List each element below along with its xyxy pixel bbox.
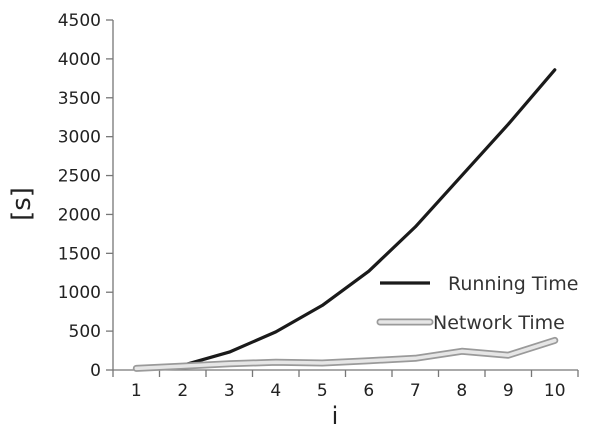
legend-label: Running Time	[448, 273, 578, 295]
y-axis-label: [s]	[7, 187, 37, 221]
y-axis-ticks: 0 500 1000 1500 2000 2500 3000 3500 4000 4500	[58, 11, 113, 381]
x-tick-label: 10	[544, 381, 566, 401]
x-axis-ticks: 1 2 3 4 5 6 7 8 9 10	[112, 370, 579, 401]
y-tick-label: 2000	[58, 205, 101, 225]
x-axis-label: i	[332, 402, 339, 430]
y-tick-label: 1000	[58, 283, 101, 303]
legend-item: Running Time	[380, 273, 578, 295]
series-layer	[132, 68, 559, 372]
x-tick-label: 8	[456, 381, 467, 401]
y-tick-label: 3500	[58, 89, 101, 109]
y-tick-label: 4000	[58, 50, 101, 70]
y-tick-label: 3000	[58, 128, 101, 148]
legend: Running Time Network Time	[376, 273, 578, 334]
legend-label: Network Time	[433, 312, 565, 334]
y-tick-label: 0	[90, 361, 101, 381]
x-tick-label: 9	[503, 381, 514, 401]
x-tick-label: 5	[317, 381, 328, 401]
y-tick-label: 4500	[58, 11, 101, 31]
x-tick-label: 7	[410, 381, 421, 401]
y-tick-label: 1500	[58, 244, 101, 264]
x-tick-label: 4	[270, 381, 281, 401]
series-line	[134, 68, 557, 371]
legend-item: Network Time	[376, 312, 565, 334]
x-tick-label: 3	[224, 381, 235, 401]
x-tick-label: 1	[131, 381, 142, 401]
series-network-time	[132, 336, 559, 372]
x-tick-label: 2	[177, 381, 188, 401]
series-line	[134, 338, 557, 371]
y-tick-label: 500	[69, 322, 101, 342]
series-running-time	[134, 68, 557, 371]
y-tick-label: 2500	[58, 167, 101, 187]
x-tick-label: 6	[363, 381, 374, 401]
